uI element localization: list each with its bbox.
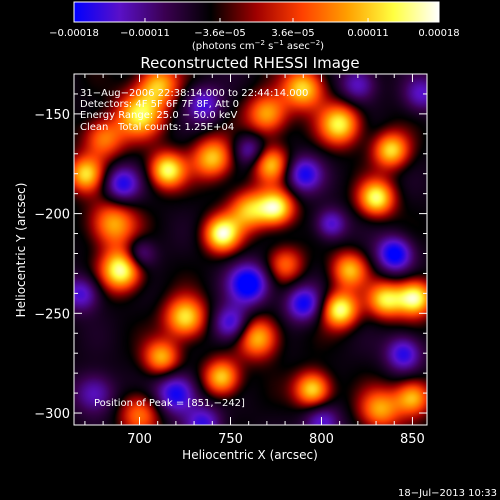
colorbar-tick-label: 0.00011 (347, 28, 388, 39)
footer-date: 18−Jul−2013 10:33 (398, 488, 497, 499)
colorbar (73, 1, 440, 23)
y-tick-label: −200 (34, 208, 70, 223)
y-tick-label: −150 (34, 108, 70, 123)
annotation-energy: Energy Range: 25.0 − 50.0 keV (80, 110, 237, 121)
colorbar-ticks (73, 18, 440, 22)
x-tick-label: 850 (400, 432, 425, 447)
chart-title: Reconstructed RHESSI Image (140, 54, 359, 72)
colorbar-tick-label: 0.00018 (418, 28, 459, 39)
colorbar-units: (photons cm−2 s−1 asec−2) (192, 39, 324, 52)
annotation-block: 31−Aug−2006 22:38:14.000 to 22:44:14.000… (80, 88, 308, 409)
y-tick-label: −250 (34, 307, 70, 322)
colorbar-tick-label: −0.00011 (120, 28, 170, 39)
colorbar-tick-label: 3.6e−05 (271, 28, 314, 39)
x-tick-labels: 700 750 800 850 (127, 432, 425, 447)
x-axis-label: Heliocentric X (arcsec) (182, 448, 318, 462)
y-tick-label: −300 (34, 407, 70, 422)
annotation-method: Clean (80, 122, 108, 133)
x-tick-label: 750 (218, 432, 243, 447)
y-axis-label: Heliocentric Y (arcsec) (14, 183, 28, 318)
annotation-time-range: 31−Aug−2006 22:38:14.000 to 22:44:14.000 (80, 88, 308, 99)
plot-frame (73, 73, 428, 426)
colorbar-tick-label: −3.6e−05 (194, 28, 246, 39)
x-tick-label: 800 (309, 432, 334, 447)
annotation-peak-position: Position of Peak = [851,−242] (94, 398, 245, 409)
colorbar-tick-label: −0.00018 (49, 28, 99, 39)
y-tick-labels: −150 −200 −250 −300 (34, 108, 70, 422)
colorbar-tick-labels: −0.00018 −0.00011 −3.6e−05 3.6e−05 0.00011 0.… (49, 28, 460, 39)
axis-ticks (74, 73, 427, 425)
x-tick-label: 700 (127, 432, 152, 447)
annotation-counts: Total counts: 1.25E+04 (117, 122, 234, 133)
annotation-detectors: Detectors: 4F 5F 6F 7F 8F, Att 0 (80, 99, 239, 110)
heatmap-image (74, 74, 427, 425)
